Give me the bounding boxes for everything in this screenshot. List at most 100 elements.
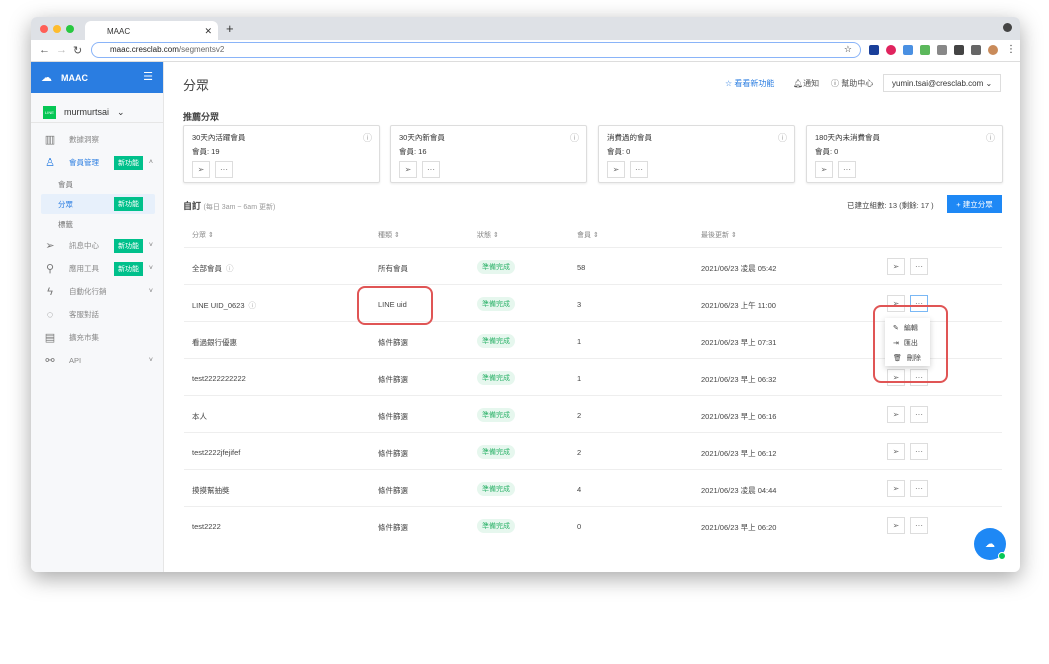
profile-icon[interactable] [1003,23,1012,32]
reading-list-icon[interactable] [971,45,981,55]
send-icon[interactable]: ➢ [887,406,905,423]
account-name: murmurtsai [64,107,110,117]
sidebar-item-automation[interactable]: ϟ 自動化行銷 ˅ [31,280,163,303]
send-icon[interactable]: ➢ [887,258,905,275]
send-icon[interactable]: ➢ [887,443,905,460]
more-icon[interactable]: ··· [910,517,928,534]
table-row: test2222jfejifef 條件篩選 準備完成 2 2021/06/23 早上 0… [184,432,1002,469]
sidebar-subitem-tags[interactable]: 標籤 [58,219,73,229]
more-icon[interactable]: ··· [838,161,856,178]
notification-button[interactable]: 🔔︎通知 [793,79,820,88]
create-segment-button[interactable]: + 建立分眾 [947,195,1002,213]
chart-icon: ▥ [44,134,56,146]
column-header[interactable]: 會員 ⇕ [577,232,599,239]
sidebar-subitem-segments[interactable]: 分眾 新功能 [41,194,155,214]
forward-icon[interactable]: → [56,44,67,56]
send-icon[interactable]: ➢ [887,295,905,312]
more-icon[interactable]: ··· [422,161,440,178]
send-icon[interactable]: ➢ [887,517,905,534]
recommended-segment-card: 30天內活躍會員 會員: 19 ⓘ ➢ ··· [183,125,380,183]
new-tab-button[interactable]: + [226,21,234,36]
extension-icon[interactable] [903,45,913,55]
more-icon[interactable]: ··· [910,443,928,460]
puzzle-icon[interactable] [954,45,964,55]
sidebar-item-api[interactable]: ⚯ API ˅ [31,349,163,372]
back-icon[interactable]: ← [39,44,50,56]
zoom-window-button[interactable] [66,25,74,33]
sidebar-item-insights[interactable]: ▥ 數據洞察 [44,134,99,146]
extension-icon[interactable] [937,45,947,55]
avatar[interactable] [988,45,998,55]
extension-icon[interactable] [886,45,896,55]
more-icon[interactable]: ··· [630,161,648,178]
send-icon[interactable]: ➢ [815,161,833,178]
minimize-window-button[interactable] [53,25,61,33]
send-icon[interactable]: ➢ [192,161,210,178]
column-header[interactable]: 最後更新 ⇕ [701,232,737,239]
send-icon: ➢ [45,240,55,252]
bookmark-star-icon[interactable]: ☆ [843,44,852,54]
extension-icon[interactable] [869,45,879,55]
info-icon[interactable]: ⓘ [777,133,787,143]
more-icon[interactable]: ··· [910,406,928,423]
extension-icon[interactable] [920,45,930,55]
more-icon[interactable]: ··· [910,480,928,497]
menu-item-delete[interactable]: 🗑︎ 刪除 [893,354,921,362]
menu-item-export[interactable]: ⇥ 匯出 [893,339,918,347]
card-members: 會員: 0 [607,147,631,156]
segment-name: 本人 [192,412,207,421]
sidebar-item-tools[interactable]: ⚲ 應用工具 新功能 ˅ [31,257,163,280]
row-action-menu: ✎ 編輯 ⇥ 匯出 🗑︎ 刪除 [885,318,930,366]
status-badge: 準備完成 [477,371,515,385]
table-row: 全部會員 ⓘ 所有會員 準備完成 58 2021/06/23 凌晨 05:42 ➢ ··· [184,247,1002,284]
sidebar-item-members[interactable]: ♙ 會員管理 新功能 ˄ [31,151,163,174]
page-title: 分眾 [183,78,210,93]
url-input[interactable]: maac.cresclab.com/segmentsv2 ☆ [91,42,861,58]
send-icon[interactable]: ➢ [399,161,417,178]
account-switcher[interactable]: LINE murmurtsai ⌄ [31,93,163,123]
member-count: 1 [577,337,582,346]
close-tab-icon[interactable]: ✕ [204,26,212,36]
sidebar-subitem-members[interactable]: 會員 [58,179,73,189]
segment-type: 條件篩選 [378,412,408,421]
member-count: 3 [577,300,582,309]
more-icon[interactable]: ··· [910,295,928,312]
whats-new-link[interactable]: ☆ 看看新功能 [725,79,775,88]
main-content: 分眾 ☆ 看看新功能 🔔︎通知 ⓘ 幫助中心 yumin.tsai@crescl… [165,62,1020,572]
more-icon[interactable]: ··· [910,258,928,275]
help-center-link[interactable]: ⓘ 幫助中心 [831,79,874,88]
card-members: 會員: 19 [192,147,220,156]
close-window-button[interactable] [40,25,48,33]
user-dropdown[interactable]: yumin.tsai@cresclab.com ⌄ [883,74,1001,92]
info-icon[interactable]: ⓘ [226,264,234,273]
segment-name-cell: test2222 [192,522,221,531]
new-badge: 新功能 [114,261,143,276]
send-icon[interactable]: ➢ [887,480,905,497]
more-menu-icon[interactable]: ⋮ [1006,44,1016,55]
trash-icon: 🗑︎ [893,354,902,362]
more-icon[interactable]: ··· [215,161,233,178]
send-icon[interactable]: ➢ [607,161,625,178]
sidebar-item-messages[interactable]: ➢ 訊息中心 新功能 ˅ [31,234,163,257]
browser-tab[interactable]: MAAC ✕ [85,21,218,40]
pencil-icon: ✎ [893,324,899,332]
sidebar-item-chat[interactable]: ◌ 客服對話 [31,303,163,326]
api-icon: ⚯ [45,355,55,367]
chat-widget-button[interactable]: ☁ [974,528,1006,560]
info-icon[interactable]: ⓘ [985,133,995,143]
segment-name-cell: test2222jfejifef [192,448,240,457]
info-icon[interactable]: ⓘ [248,301,257,310]
column-header[interactable]: 分眾 ⇕ [192,232,214,239]
chevron-down-icon: ˅ [148,288,153,295]
menu-item-edit[interactable]: ✎ 編輯 [893,324,918,332]
menu-icon[interactable]: ☰ [143,71,153,83]
member-count: 58 [577,263,586,272]
info-icon[interactable]: ⓘ [569,133,579,143]
line-logo-icon: LINE [43,105,56,119]
member-count: 1 [577,374,582,383]
column-header[interactable]: 狀態 ⇕ [477,232,499,239]
sidebar-item-marketplace[interactable]: ▤ 擴充市集 [44,332,99,344]
column-header[interactable]: 種類 ⇕ [378,232,400,239]
info-icon[interactable]: ⓘ [362,133,372,143]
reload-icon[interactable]: ↻ [73,45,83,57]
